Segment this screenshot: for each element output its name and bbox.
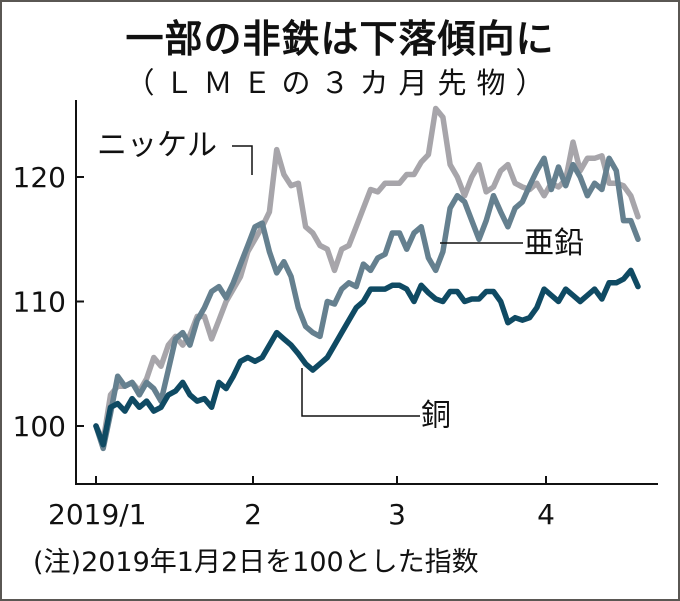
y-tick-label: 120 bbox=[13, 161, 66, 194]
copper-label: 銅 bbox=[421, 398, 451, 433]
x-tick-label: 4 bbox=[537, 498, 555, 531]
nickel-label: ニッケル bbox=[97, 128, 217, 163]
zinc-label: 亜鉛 bbox=[524, 226, 584, 261]
x-tick-label: 2 bbox=[244, 498, 262, 531]
copper-line bbox=[93, 267, 641, 448]
nickel-leader-line bbox=[232, 145, 253, 175]
y-tick-label: 100 bbox=[13, 410, 66, 443]
copper-leader-line bbox=[301, 368, 420, 417]
chart-subtitle: （ＬＭＥの３カ月先物） bbox=[125, 66, 555, 100]
y-tick-label: 110 bbox=[13, 286, 66, 319]
x-tick-label: 2019/1 bbox=[48, 498, 147, 531]
x-tick-label: 3 bbox=[388, 498, 406, 531]
zinc-line bbox=[93, 155, 641, 452]
footnote: (注)2019年1月2日を100とした指数 bbox=[33, 547, 479, 578]
chart-title: 一部の非鉄は下落傾向に bbox=[125, 17, 555, 61]
